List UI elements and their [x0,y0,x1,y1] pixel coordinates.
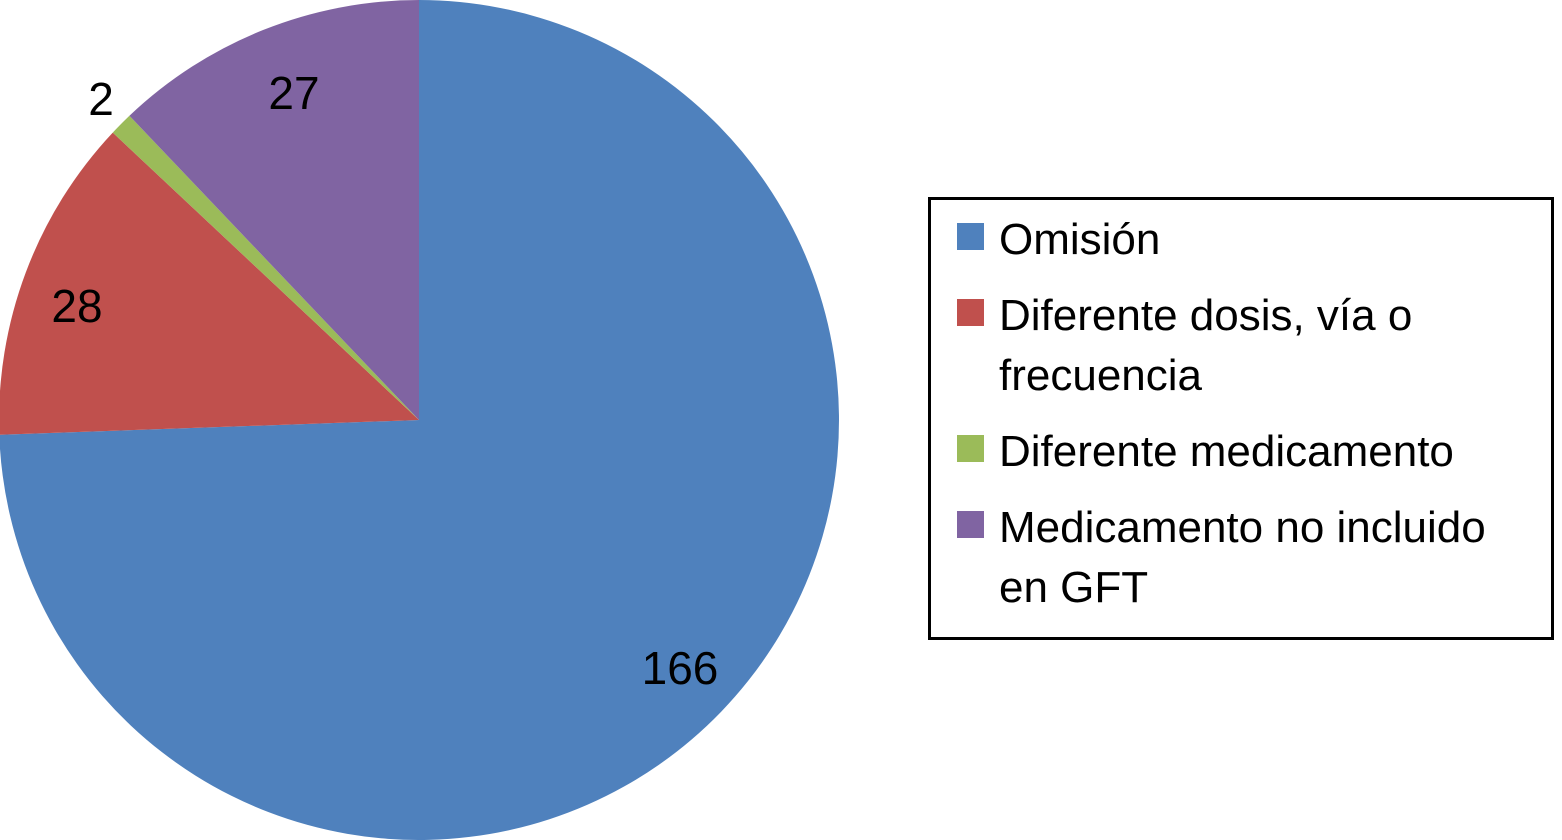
data-label-diferente-dosis: 28 [51,280,102,332]
pie-data-labels: 166 28 2 27 [51,67,718,694]
legend-item-no-incluido-gft: Medicamento no incluido en GFT [957,498,1551,618]
legend-label-diferente-medicamento: Diferente medicamento [999,427,1454,476]
data-label-no-incluido-gft: 27 [268,67,319,119]
legend-item-omision: Omisión [957,210,1551,270]
chart-legend: Omisión Diferente dosis, vía o frecuenci… [928,197,1554,640]
legend-swatch-diferente-dosis [957,299,984,326]
data-label-omision: 166 [642,642,719,694]
slice-no-incluido-gft [129,0,419,420]
data-label-diferente-medicamento: 2 [88,73,114,125]
pie-slices [0,0,839,840]
legend-item-diferente-dosis: Diferente dosis, vía o frecuencia [957,286,1551,406]
legend-swatch-diferente-medicamento [957,435,984,462]
legend-swatch-no-incluido-gft [957,511,984,538]
slice-diferente-dosis [0,132,419,435]
legend-label-omision: Omisión [999,215,1161,264]
legend-swatch-omision [957,223,984,250]
slice-omision [0,0,839,840]
legend-label-no-incluido-gft: Medicamento no incluido en GFT [999,503,1486,612]
legend-label-diferente-dosis: Diferente dosis, vía o frecuencia [999,291,1413,400]
legend-item-diferente-medicamento: Diferente medicamento [957,422,1551,482]
slice-diferente-medicamento [112,115,419,420]
